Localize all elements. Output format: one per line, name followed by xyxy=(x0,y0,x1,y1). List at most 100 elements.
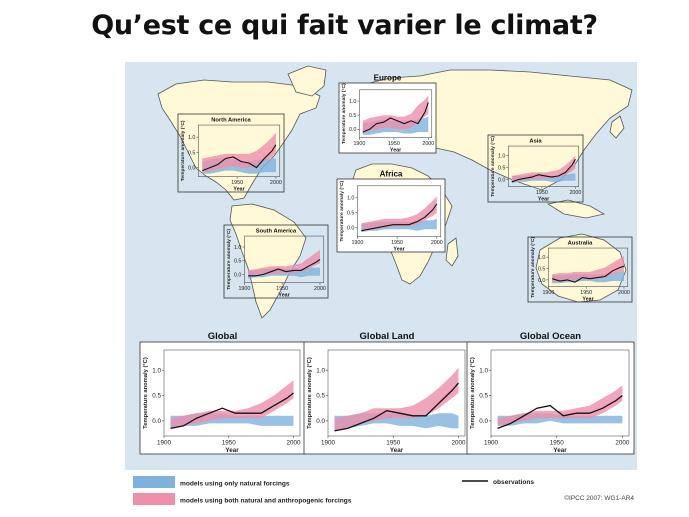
legend-swatch-natural xyxy=(133,476,175,488)
y-axis-label-africa: Temperature anomaly (°C) xyxy=(339,181,345,242)
y-tick-label-australia: 0.0 xyxy=(538,278,545,284)
indonesia-land xyxy=(546,199,606,219)
y-tick-label-south-america: 0.5 xyxy=(234,259,241,265)
x-axis-label-europe: Year xyxy=(390,147,401,153)
x-tick-label-europe: 1950 xyxy=(388,141,400,147)
legend-background xyxy=(125,470,637,512)
observations-line-global-ocean xyxy=(497,394,623,430)
both-band-africa xyxy=(361,196,437,231)
x-tick-label-global-ocean: 1900 xyxy=(484,439,499,446)
y-axis-label-north-america: Temperature anomaly (°C) xyxy=(180,120,186,181)
x-axis-label-africa: Year xyxy=(393,246,404,252)
plot-area-europe xyxy=(359,89,433,139)
chart-title-global: Global xyxy=(208,331,238,342)
slide-title: Qu’est ce qui fait varier le climat? xyxy=(91,10,598,41)
y-axis-label-australia: Temperature anomaly (°C) xyxy=(530,237,536,298)
y-tick-label-global-ocean: 0.5 xyxy=(479,393,488,400)
chart-title-europe: Europe xyxy=(374,73,402,82)
y-tick-label-europe: 0.0 xyxy=(349,127,356,133)
chart-frame-asia xyxy=(487,134,584,203)
chart-title-global-ocean: Global Ocean xyxy=(520,331,581,342)
x-tick-label-south-america: 1950 xyxy=(276,286,288,292)
y-tick-label-north-america: 1.0 xyxy=(188,135,195,141)
x-tick-label-south-america: 2000 xyxy=(314,286,326,292)
south-america-land xyxy=(229,203,307,319)
y-tick-label-global-land: 0.0 xyxy=(316,418,325,425)
x-tick-label-asia: 1950 xyxy=(536,190,548,196)
y-tick-label-asia: 0.0 xyxy=(498,177,505,183)
x-tick-label-south-america: 1900 xyxy=(238,286,250,292)
x-tick-label-europe: 2000 xyxy=(422,141,434,147)
plot-area-global xyxy=(163,349,301,437)
y-tick-label-north-america: 0.5 xyxy=(188,150,195,156)
y-axis-label-global-land: Temperature anomaly (°C) xyxy=(307,357,313,429)
x-tick-label-global-ocean: 2000 xyxy=(615,439,630,446)
australia-land xyxy=(535,233,627,303)
japan-land xyxy=(609,115,625,139)
y-tick-label-australia: 1.0 xyxy=(538,255,545,261)
legend-label-natural: models using only natural forcings xyxy=(180,481,290,488)
x-tick-label-global-land: 1900 xyxy=(321,439,336,446)
chart-panel-asia: 0.0 0.5 1.0 1950 2000 Year Temperature anomaly… xyxy=(487,134,584,203)
y-tick-label-global-land: 0.5 xyxy=(316,393,325,400)
x-tick-label-global: 1950 xyxy=(222,439,237,446)
x-tick-label-global: 2000 xyxy=(287,439,302,446)
observations-line-global xyxy=(170,392,294,430)
x-tick-label-north-america: 2000 xyxy=(270,180,282,186)
plot-area-north-america xyxy=(198,124,281,178)
y-tick-label-asia: 1.0 xyxy=(498,153,505,159)
observations-line-global-land xyxy=(334,382,459,432)
madagascar-land xyxy=(445,237,459,267)
observations-line-africa xyxy=(361,203,438,232)
y-axis-label-global-ocean: Temperature anomaly (°C) xyxy=(470,357,476,429)
y-axis-label-global: Temperature anomaly (°C) xyxy=(143,357,149,429)
plot-area-global-land xyxy=(327,349,466,437)
chart-panel-europe: 0.0 0.5 1.0 1900 1950 2000 Year Temperature ano… xyxy=(338,73,437,154)
y-tick-label-south-america: 1.0 xyxy=(234,245,241,251)
y-tick-label-global-land: 1.0 xyxy=(316,367,325,374)
chart-panel-south-america: 0.0 0.5 1.0 1900 1950 2000 Year Temperature ano… xyxy=(223,224,329,299)
both-band-global-ocean xyxy=(497,385,623,426)
credit-text: ©IPCC 2007: WG1-AR4 xyxy=(564,494,634,502)
chart-frame-australia xyxy=(527,236,633,303)
x-axis-label-australia: Year xyxy=(582,296,593,302)
x-tick-label-europe: 1900 xyxy=(353,141,365,147)
x-tick-label-global-land: 1950 xyxy=(386,439,401,446)
chart-panel-australia: 0.0 0.5 1.0 1900 1950 2000 Year Temperature ano… xyxy=(527,236,633,303)
observations-line-australia xyxy=(552,265,625,283)
x-tick-label-australia: 1900 xyxy=(542,290,554,296)
charts-layer: 0.0 0.5 1.0 1950 2000 Year Temperature anomaly… xyxy=(139,73,635,455)
chart-title-asia: Asia xyxy=(529,138,542,144)
both-band-europe xyxy=(362,95,429,134)
x-axis-label-asia: Year xyxy=(538,196,549,202)
x-tick-label-global-ocean: 1950 xyxy=(550,439,565,446)
y-tick-label-north-america: 0.0 xyxy=(188,165,195,171)
chart-panel-global-land: 0.0 0.5 1.0 1900 1950 2000 Year Temperature ano… xyxy=(303,331,471,455)
chart-title-africa: Africa xyxy=(380,169,403,178)
x-tick-label-global-land: 2000 xyxy=(451,439,466,446)
observations-line-europe xyxy=(362,102,429,133)
chart-title-australia: Australia xyxy=(568,240,593,246)
x-tick-label-africa: 2000 xyxy=(431,240,443,246)
y-axis-label-europe: Temperature anomaly (°C) xyxy=(341,83,347,144)
y-tick-label-africa: 1.0 xyxy=(347,196,354,202)
x-tick-label-africa: 1950 xyxy=(391,240,403,246)
chart-panel-global-ocean: 0.0 0.5 1.0 1900 1950 2000 Year Temperature ano… xyxy=(466,331,635,455)
y-tick-label-australia: 0.5 xyxy=(538,266,545,272)
legend-label-both: models using both natural and anthropoge… xyxy=(180,498,352,505)
plot-area-africa xyxy=(357,185,442,238)
chart-panel-africa: 0.0 0.5 1.0 1900 1950 2000 Year Temperature ano… xyxy=(336,169,446,253)
x-tick-label-australia: 2000 xyxy=(618,290,630,296)
x-axis-label-south-america: Year xyxy=(278,292,289,298)
y-tick-label-south-america: 0.0 xyxy=(234,272,241,278)
both-band-global-land xyxy=(334,367,459,431)
chart-title-global-land: Global Land xyxy=(360,331,415,342)
y-axis-label-south-america: Temperature anomaly (°C) xyxy=(226,229,232,290)
legend-swatch-both xyxy=(133,493,175,505)
y-tick-label-global: 0.5 xyxy=(152,393,161,400)
observations-line-asia xyxy=(511,158,576,183)
x-axis-label-north-america: Year xyxy=(233,186,244,192)
plot-area-australia xyxy=(548,247,629,288)
plot-area-global-ocean xyxy=(490,349,630,437)
